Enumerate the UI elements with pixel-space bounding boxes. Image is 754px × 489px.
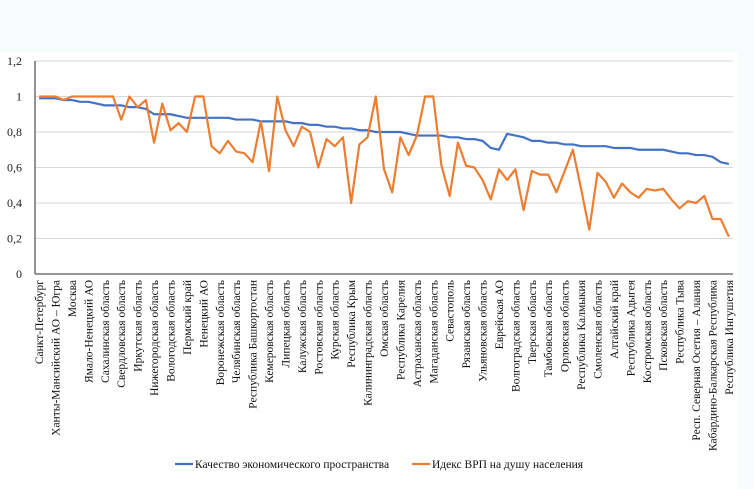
- x-tick-label: Севастополь: [445, 280, 457, 342]
- x-tick-label: Республика Карелия: [395, 279, 407, 380]
- x-tick-label: Республика Тыва: [675, 280, 687, 364]
- series-points-0: [39, 98, 729, 164]
- line-chart: 0 0,2 0,4 0,6 0,8 1 1,2 Санкт-Петербург Ханты-М…: [7, 54, 736, 471]
- x-tick-label: Рязанская область: [461, 280, 473, 368]
- x-tick-label: Челябинская область: [231, 280, 243, 383]
- x-tick-label: Республика Калмыкия: [576, 279, 588, 390]
- gridlines: [35, 60, 733, 239]
- x-tick-label: Республика Адыгея: [625, 279, 637, 376]
- x-tick-label: Курская область: [330, 280, 342, 360]
- x-tick-label: Калужская область: [297, 280, 309, 373]
- y-tick-label: 0: [16, 267, 22, 281]
- x-tick-label: Орловская область: [560, 280, 572, 372]
- x-tick-label: Астраханская область: [412, 280, 424, 387]
- x-tick-label: Костромская область: [642, 280, 654, 383]
- x-tick-label: Воронежская область: [215, 280, 227, 385]
- series-lines: [39, 95, 730, 238]
- legend-item-0: Качество экономического пространства: [175, 459, 389, 471]
- x-tick-label: Кабардино-Балкарская Республика: [707, 280, 719, 451]
- x-tick-label: Вологодская область: [165, 280, 177, 382]
- x-tick-label: Ульяновская область: [478, 280, 490, 382]
- x-tick-label: Тверская область: [527, 280, 539, 364]
- chart-panel: 0 0,2 0,4 0,6 0,8 1 1,2 Санкт-Петербург Ханты-М…: [0, 52, 738, 489]
- y-tick-label: 0,6: [7, 161, 22, 175]
- x-tick-label: Ханты-Мансийский АО – Югра: [51, 280, 63, 436]
- x-axis-labels: Санкт-Петербург Ханты-Мансийский АО – Югр…: [34, 279, 736, 451]
- y-tick-label: 0,4: [7, 196, 22, 210]
- x-tick-label: Республика Башкортостан: [248, 280, 260, 409]
- y-tick-label: 1: [16, 90, 22, 104]
- x-tick-label: Республика Крым: [346, 279, 358, 367]
- x-tick-label: Волгоградская область: [510, 280, 522, 392]
- x-tick-label: Калининградская область: [363, 280, 375, 406]
- x-tick-label: Ростовская область: [313, 280, 325, 375]
- legend-item-1: Идекс ВРП на душу населения: [412, 459, 584, 471]
- y-tick-label: 1,2: [7, 54, 22, 68]
- x-tick-label: Омская область: [379, 280, 391, 357]
- x-tick-label: Еврейская АО: [494, 280, 506, 349]
- x-tick-label: Москва: [67, 280, 79, 317]
- y-axis-ticks: 0 0,2 0,4 0,6 0,8 1 1,2: [7, 54, 22, 281]
- x-tick-label: Липецкая область: [280, 280, 292, 368]
- legend-label-0: Качество экономического пространства: [195, 459, 389, 471]
- y-tick-label: 0,2: [7, 232, 22, 246]
- x-tick-label: Магаданская область: [428, 280, 440, 384]
- y-tick-label: 0,8: [7, 125, 22, 139]
- x-tick-label: Псковская область: [658, 280, 670, 371]
- x-tick-label: Сахалинская область: [100, 280, 112, 383]
- x-tick-label: Кемеровская область: [264, 280, 276, 383]
- legend: Качество экономического пространства Иде…: [175, 459, 584, 471]
- series-points-1: [39, 96, 729, 237]
- x-tick-label: Республика Ингушетия: [724, 279, 736, 394]
- x-tick-label: Тамбовская область: [543, 280, 555, 377]
- x-tick-label: Алтайский край: [609, 280, 621, 359]
- x-tick-label: Пермский край: [182, 280, 194, 355]
- x-tick-label: Смоленская область: [593, 280, 605, 379]
- x-tick-label: Ямало-Ненецкий АО: [83, 280, 95, 383]
- x-tick-label: Свердловская область: [116, 280, 128, 388]
- legend-label-1: Идекс ВРП на душу населения: [432, 459, 584, 471]
- x-tick-label: Иркутская область: [133, 280, 145, 372]
- x-tick-label: Санкт-Петербург: [34, 280, 46, 364]
- series-line-0: [39, 97, 730, 166]
- x-tick-label: Респ. Северная Осетия – Алания: [691, 279, 703, 440]
- x-tick-label: Ненецкий АО: [198, 280, 210, 348]
- x-tick-label: Нижегородская область: [149, 280, 161, 396]
- series-line-1: [39, 95, 730, 238]
